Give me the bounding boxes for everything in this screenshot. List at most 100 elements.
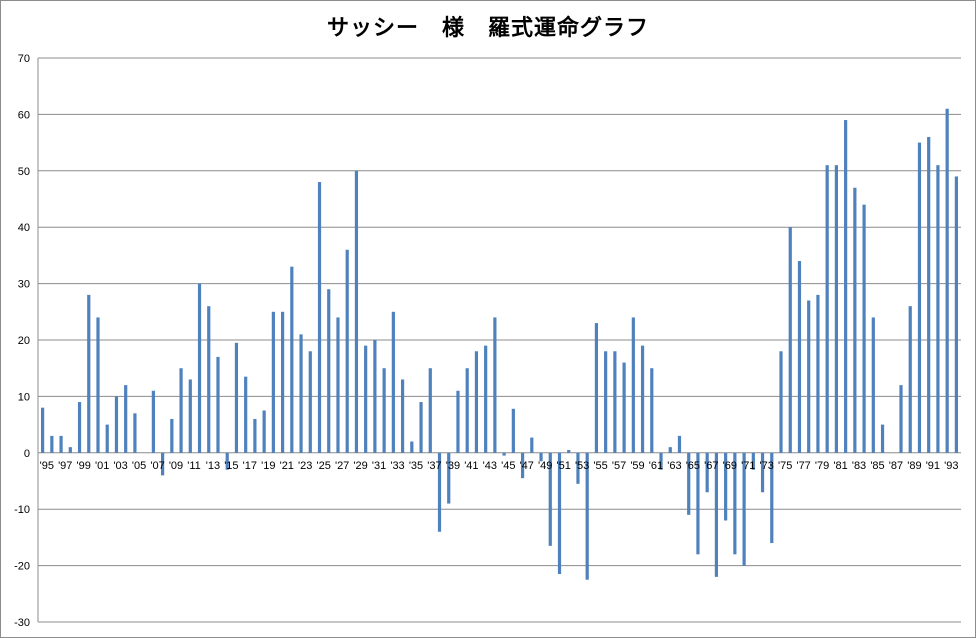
- x-tick-label: '45: [501, 460, 515, 472]
- bar: [650, 368, 654, 453]
- y-tick-label: 20: [18, 335, 30, 347]
- bar: [677, 435, 682, 453]
- bar: [345, 249, 349, 453]
- x-tick-label: '37: [427, 460, 441, 472]
- bar: [262, 410, 266, 453]
- bar: [253, 418, 257, 453]
- bar: [124, 385, 128, 453]
- bar: [373, 340, 377, 453]
- chart-title: サッシー 様 羅式運命グラフ: [326, 16, 649, 41]
- bar: [493, 317, 497, 453]
- bar: [622, 362, 626, 453]
- bar: [640, 345, 645, 453]
- bar: [724, 452, 728, 521]
- x-tick-label: '63: [667, 460, 681, 472]
- x-tick-label: '03: [113, 460, 127, 472]
- x-tick-label: '05: [132, 460, 146, 472]
- bar: [520, 452, 525, 479]
- x-tick-label: '33: [390, 460, 404, 472]
- bar: [659, 452, 663, 470]
- x-tick-label: '75: [778, 460, 792, 472]
- x-tick-label: '47: [520, 460, 534, 472]
- bar: [945, 108, 949, 453]
- x-tick-label: '15: [224, 460, 238, 472]
- x-tick-label: '89: [907, 460, 921, 472]
- bar: [437, 452, 442, 532]
- x-tick-label: '21: [280, 460, 294, 472]
- y-tick-label: 50: [18, 166, 30, 178]
- bar: [465, 368, 469, 453]
- y-tick-label: 60: [18, 109, 30, 121]
- bar: [197, 283, 202, 453]
- bar: [631, 317, 635, 453]
- y-tick-label: 0: [24, 448, 30, 460]
- bar: [548, 452, 552, 546]
- bar: [585, 452, 589, 580]
- x-tick-label: '25: [317, 460, 331, 472]
- bar: [530, 437, 534, 453]
- x-tick-label: '57: [612, 460, 626, 472]
- bar: [917, 142, 922, 453]
- y-tick-label: 70: [18, 53, 30, 65]
- x-tick-label: '31: [372, 460, 386, 472]
- bar: [604, 351, 608, 453]
- bar: [908, 306, 912, 453]
- x-tick-label: '87: [889, 460, 903, 472]
- x-tick-label: '51: [556, 460, 570, 472]
- bar: [327, 289, 331, 453]
- bar: [271, 311, 275, 453]
- bar: [807, 300, 811, 453]
- x-tick-label: '99: [77, 460, 91, 472]
- x-tick-label: '81: [833, 460, 847, 472]
- bar: [834, 165, 838, 453]
- bar: [419, 402, 423, 453]
- y-tick-label: 30: [18, 279, 30, 291]
- x-tick-label: '93: [944, 460, 958, 472]
- bar: [87, 294, 91, 453]
- bar: [484, 345, 488, 453]
- bar: [391, 311, 395, 453]
- bar: [751, 452, 755, 470]
- bar: [133, 413, 137, 453]
- bar: [742, 452, 746, 566]
- bar: [68, 447, 72, 453]
- bar: [447, 452, 451, 504]
- bar: [788, 227, 792, 453]
- x-tick-label: '73: [760, 460, 774, 472]
- bar: [428, 368, 432, 453]
- x-tick-label: '85: [870, 460, 884, 472]
- bar: [862, 204, 866, 453]
- x-tick-label: '71: [741, 460, 755, 472]
- bar: [59, 435, 63, 453]
- bar: [151, 390, 155, 453]
- bar: [760, 452, 765, 493]
- bar: [410, 441, 414, 453]
- bar: [844, 120, 848, 453]
- x-tick-label: '77: [796, 460, 810, 472]
- x-tick-label: '79: [815, 460, 829, 472]
- bar: [899, 385, 903, 453]
- x-tick-label: '95: [40, 460, 54, 472]
- bar: [382, 368, 386, 453]
- x-tick-label: '43: [483, 460, 497, 472]
- bar: [557, 452, 562, 575]
- x-tick-label: '17: [243, 460, 257, 472]
- bar: [474, 351, 479, 453]
- x-tick-label: '49: [538, 460, 552, 472]
- bar: [280, 311, 285, 453]
- bar: [188, 379, 192, 453]
- y-tick-label: -30: [14, 617, 30, 629]
- x-tick-label: '29: [353, 460, 367, 472]
- bar: [705, 452, 709, 493]
- bar: [244, 376, 248, 453]
- bar: [880, 424, 885, 453]
- x-tick-label: '01: [95, 460, 109, 472]
- bar: [770, 452, 774, 544]
- x-tick-label: '65: [686, 460, 700, 472]
- bar: [853, 187, 857, 453]
- x-tick-label: '61: [649, 460, 663, 472]
- bar: [364, 345, 368, 453]
- bar: [41, 407, 45, 453]
- bar: [502, 452, 506, 456]
